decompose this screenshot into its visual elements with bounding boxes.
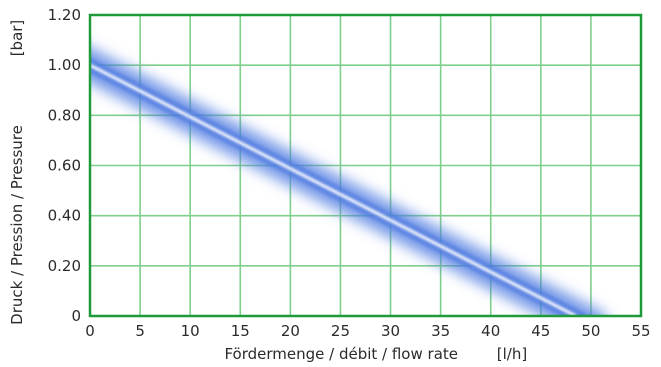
x-axis-unit: [l/h] (497, 345, 527, 363)
x-tick-label: 40 (481, 322, 500, 340)
pressure-line-path (90, 63, 577, 316)
y-tick-label: 0.60 (48, 157, 81, 175)
y-axis-title: Druck / Pression / Pressure (8, 125, 26, 325)
y-tick-label: 0 (71, 307, 81, 325)
x-tick-label: 55 (631, 322, 650, 340)
y-tick-label: 0.80 (48, 106, 81, 124)
x-tick-label: 30 (381, 322, 400, 340)
y-tick-label: 1.00 (48, 56, 81, 74)
x-tick-label: 10 (181, 322, 200, 340)
x-tick-label: 25 (331, 322, 350, 340)
y-tick-labels: 0 0.20 0.40 0.60 0.80 1.00 1.20 (48, 6, 81, 325)
x-tick-label: 50 (581, 322, 600, 340)
tolerance-band-area (90, 47, 606, 316)
x-tick-label: 20 (281, 322, 300, 340)
x-tick-label: 0 (85, 322, 95, 340)
x-tick-label: 15 (231, 322, 250, 340)
x-axis-title-group: Fördermenge / débit / flow rate [l/h] (224, 345, 527, 363)
y-tick-label: 0.20 (48, 257, 81, 275)
x-tick-label: 35 (431, 322, 450, 340)
plot-frame (88, 13, 643, 318)
grid (90, 15, 641, 316)
y-axis-unit: [bar] (8, 20, 26, 57)
pressure-line (90, 63, 577, 316)
x-axis-title: Fördermenge / débit / flow rate (224, 345, 458, 363)
tolerance-band-core (90, 57, 592, 316)
y-tick-label: 0.40 (48, 207, 81, 225)
x-tick-label: 45 (531, 322, 550, 340)
y-tick-label: 1.20 (48, 6, 81, 24)
x-tick-labels: 0 5 10 15 20 25 30 35 40 45 50 55 (85, 322, 650, 340)
tolerance-band (90, 47, 606, 316)
x-tick-label: 5 (135, 322, 145, 340)
y-axis-title-group: Druck / Pression / Pressure [bar] (8, 20, 26, 325)
